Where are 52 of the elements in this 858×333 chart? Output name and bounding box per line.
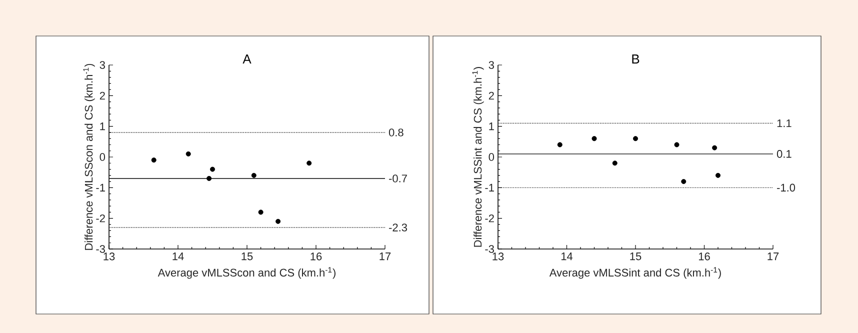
x-axis-title: Average vMLSScon and CS (km.h$^{-1}$) [158,267,336,279]
point [612,160,618,166]
x-tick-label: 15 [242,252,253,260]
point [633,136,638,142]
chart-title: B [632,54,640,64]
y-tick-label: 1 [489,122,494,130]
x-tick-label: 15 [630,252,642,260]
y-tick-label: -2 [96,214,105,222]
x-tick-label: 16 [698,252,710,260]
chart-title: A [242,54,252,64]
y-tick-label: -3 [485,245,494,253]
y-tick-label: 0 [488,153,494,161]
point [557,142,562,148]
x-tick-label: 17 [768,252,779,260]
y-tick-label: 3 [100,61,105,69]
ref-line-label: 1.1 [777,119,792,128]
y-tick-label: -1 [485,184,494,192]
ref-line-label: -1.0 [777,184,796,192]
y-tick-label: 0 [100,153,106,161]
y-axis-title: Difference vMLSSint and CS (km.h$^{-1}$) [472,67,484,247]
y-tick-label: -3 [96,245,105,253]
point [186,151,191,156]
point [681,179,686,184]
x-tick-label: 13 [104,252,115,260]
y-tick-label: -2 [485,214,494,222]
x-tick-label: 16 [310,252,322,260]
y-tick-label: 3 [488,61,494,69]
point [276,218,281,224]
point [716,172,721,178]
point [712,145,718,150]
point [258,210,264,215]
point [306,160,312,166]
point [206,176,212,181]
y-tick-label: 2 [100,92,105,100]
point [592,136,597,142]
ref-line-label: -2.3 [389,224,408,232]
y-tick-label: -1 [96,184,105,192]
point [210,166,216,172]
point [151,158,156,163]
point [674,142,680,148]
point [251,172,256,178]
x-tick-label: 14 [172,252,184,260]
y-tick-label: 1 [100,122,105,130]
y-axis-title: Difference vMLSScon and CS (km.h$^{-1}$) [83,64,95,250]
x-tick-label: 13 [492,252,504,260]
x-tick-label: 17 [380,252,391,260]
ref-line-label: 0.1 [776,150,792,158]
x-axis-title: Average vMLSSint and CS (km.h$^{-1}$) [549,267,721,279]
ref-line-label: -0.7 [389,174,407,182]
x-tick-label: 14 [561,252,573,260]
ref-line-label: 0.8 [388,128,404,136]
y-tick-label: 2 [488,92,494,100]
